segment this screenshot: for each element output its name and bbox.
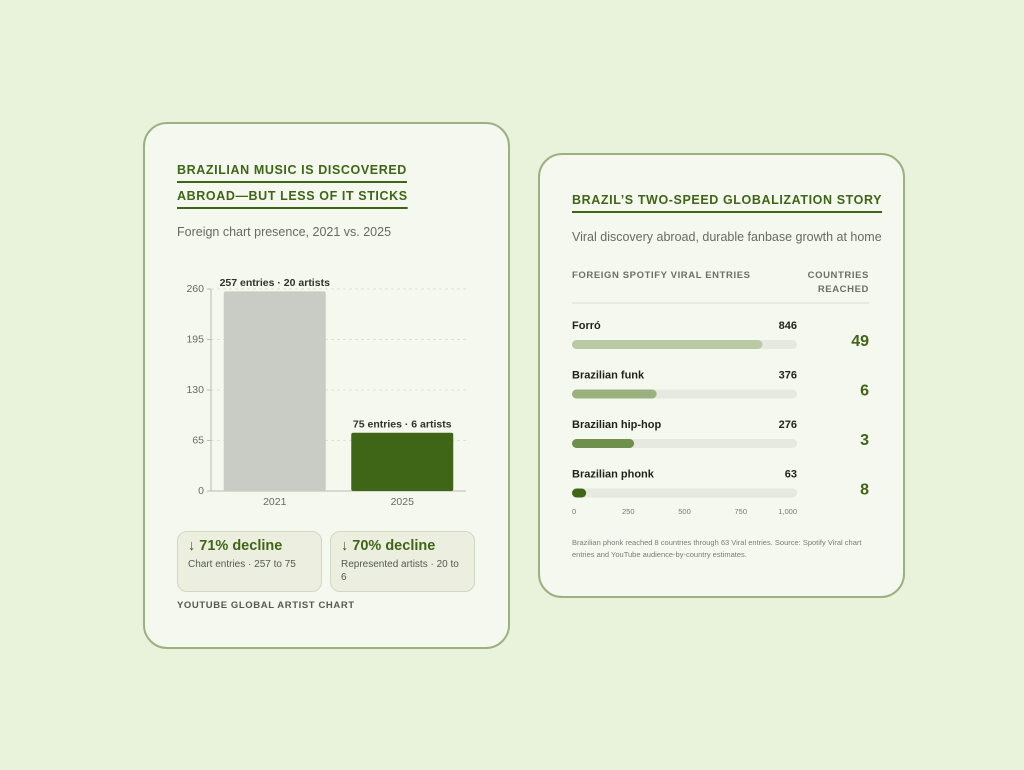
chart-title: BRAZIL’S TWO-SPEED GLOBALIZATION STORY	[572, 193, 883, 207]
x-tick-label: 750	[734, 507, 747, 516]
side-value: 8	[860, 482, 869, 499]
bar-track	[572, 488, 797, 498]
value-label: 276	[779, 419, 797, 431]
side-value: 6	[860, 383, 869, 400]
category-label: Brazilian hip-hop	[572, 419, 662, 431]
x-tick-label: 2025	[391, 496, 415, 508]
callout-detail: Represented artists · 20 to 6	[341, 559, 459, 583]
x-tick-label: 1,000	[778, 507, 797, 516]
bar	[572, 340, 763, 349]
y-tick-label: 0	[198, 485, 204, 497]
category-label: Brazilian funk	[572, 369, 645, 381]
category-label: Forró	[572, 320, 601, 332]
category-label: Brazilian phonk	[572, 468, 655, 480]
x-tick-label: 0	[572, 507, 576, 516]
source: YOUTUBE GLOBAL ARTIST CHART	[177, 600, 355, 611]
y-tick-label: 65	[192, 434, 204, 446]
x-tick-label: 500	[678, 507, 691, 516]
chart-subtitle: Viral discovery abroad, durable fanbase …	[572, 230, 882, 244]
callout-detail: Chart entries · 257 to 75	[188, 559, 296, 570]
x-tick-label: 250	[622, 507, 635, 516]
y-tick-label: 260	[186, 283, 204, 295]
side-value: 49	[851, 333, 869, 350]
y-tick-label: 195	[186, 333, 204, 345]
value-label: 75 entries · 6 artists	[353, 419, 452, 431]
bar	[572, 439, 635, 448]
bar	[572, 389, 657, 399]
callout-headline: ↓ 70% decline	[341, 538, 436, 554]
column-header: FOREIGN SPOTIFY VIRAL ENTRIES	[572, 270, 751, 281]
card	[538, 153, 905, 598]
note: Brazilian phonk reached 8 countries thro…	[572, 538, 862, 559]
callout-headline: ↓ 71% decline	[188, 538, 283, 554]
bar	[223, 291, 326, 491]
side-value: 3	[860, 432, 869, 449]
bar	[351, 432, 454, 491]
chart-subtitle: Foreign chart presence, 2021 vs. 2025	[177, 225, 392, 239]
y-tick-label: 130	[186, 384, 204, 396]
x-tick-label: 2021	[263, 496, 287, 508]
callout: ↓ 70% decline Represented artists · 20 t…	[330, 531, 475, 592]
callout: ↓ 71% decline Chart entries · 257 to 75	[177, 531, 322, 592]
chart-title: BRAZILIAN MUSIC IS DISCOVERED ABROAD—BUT…	[177, 163, 408, 203]
value-label: 376	[779, 369, 797, 381]
value-label: 257 entries · 20 artists	[220, 277, 330, 289]
value-label: 846	[779, 320, 797, 332]
bar	[572, 488, 587, 498]
column-header: COUNTRIES REACHED	[807, 270, 869, 295]
value-label: 63	[785, 468, 797, 480]
